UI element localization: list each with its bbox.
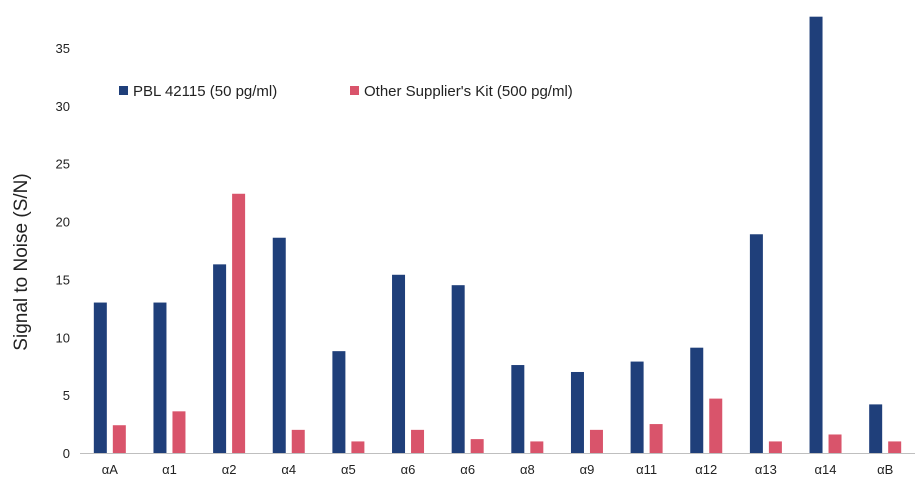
bar-series-2-1 <box>112 425 126 453</box>
x-tick-label: α12 <box>695 462 717 477</box>
y-tick-label: 25 <box>56 157 70 172</box>
x-tick-label: α2 <box>222 462 237 477</box>
bar-series-2-2 <box>172 411 186 453</box>
bar-series-1-2 <box>153 302 167 453</box>
bar-series-2-10 <box>649 424 663 453</box>
bar-series-2-5 <box>351 441 365 453</box>
bar-series-2-7 <box>470 439 484 453</box>
bar-series-1-12 <box>749 234 763 453</box>
bar-series-2-13 <box>828 434 842 453</box>
x-tick-label: α13 <box>755 462 777 477</box>
bar-series-1-1 <box>93 302 107 453</box>
bar-series-1-8 <box>511 365 525 453</box>
y-tick-label: 5 <box>63 388 70 403</box>
y-tick-label: 10 <box>56 330 70 345</box>
x-tick-label: α9 <box>580 462 595 477</box>
x-tick-label: α4 <box>281 462 296 477</box>
x-tick-label: αA <box>102 462 119 477</box>
y-axis-title: Signal to Noise (S/N) <box>11 173 32 350</box>
legend-swatch-2 <box>350 86 359 95</box>
y-tick-label: 15 <box>56 272 70 287</box>
bar-series-1-11 <box>690 347 704 453</box>
x-tick-label: αB <box>877 462 893 477</box>
bar-series-1-14 <box>869 404 883 453</box>
x-tick-label: α5 <box>341 462 356 477</box>
legend: PBL 42115 (50 pg/ml) Other Supplier's Kit… <box>119 83 573 100</box>
bar-series-2-6 <box>411 429 425 453</box>
bar-series-2-4 <box>291 429 305 453</box>
bar-series-1-6 <box>392 274 406 453</box>
bar-series-2-11 <box>709 398 723 453</box>
legend-label-1: PBL 42115 (50 pg/ml) <box>133 83 277 100</box>
bar-series-2-14 <box>888 441 902 453</box>
x-tick-label: α6 <box>401 462 416 477</box>
legend-label-2: Other Supplier's Kit (500 pg/ml) <box>364 83 573 100</box>
bar-series-1-7 <box>451 285 465 453</box>
x-tick-label: α6 <box>460 462 475 477</box>
y-tick-label: 20 <box>56 215 70 230</box>
bar-series-2-12 <box>768 441 782 453</box>
legend-swatch-1 <box>119 86 128 95</box>
x-tick-label: α1 <box>162 462 177 477</box>
x-axis-ticks: αA α1 α2 α4 α5 α6 α6 α8 α9 α11 α12 α13 α14 αB <box>102 462 894 477</box>
y-tick-label: 35 <box>56 41 70 56</box>
bar-series-1-10 <box>630 361 644 453</box>
x-tick-label: α11 <box>636 462 657 477</box>
y-axis-ticks: 0 5 10 15 20 25 30 35 <box>56 41 70 461</box>
x-tick-label: α14 <box>815 462 837 477</box>
bar-series-1-4 <box>272 237 286 453</box>
bar-series-2-9 <box>589 429 603 453</box>
bar-series-1-3 <box>213 264 227 453</box>
bar-series-2-3 <box>232 193 246 454</box>
bar-series-1-9 <box>570 371 584 453</box>
bars-group <box>93 16 902 454</box>
y-tick-label: 0 <box>63 446 70 461</box>
bar-series-2-8 <box>530 441 544 453</box>
y-tick-label: 30 <box>56 99 70 114</box>
x-tick-label: α8 <box>520 462 535 477</box>
bar-series-1-13 <box>809 16 823 453</box>
bar-series-1-5 <box>332 351 346 453</box>
